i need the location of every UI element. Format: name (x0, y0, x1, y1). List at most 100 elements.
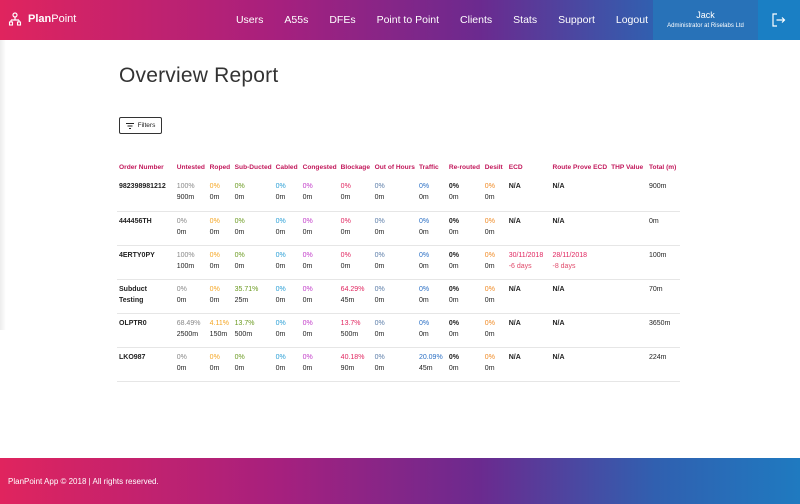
col-subducted[interactable]: Sub-Ducted (234, 164, 272, 171)
brand[interactable]: PlanPoint (8, 12, 76, 26)
total-length: 900m (649, 183, 667, 190)
table-row[interactable]: Subduct Testing 0% 0m 0% 0m 35.71% 25m 0% 0m 0% 0m… (117, 279, 680, 314)
nav-clients[interactable]: Clients (460, 14, 493, 26)
traffic-percent: 0% (418, 183, 430, 190)
cell-congested: 0% 0m (300, 279, 339, 314)
cell-rpecd: N/A (550, 177, 610, 212)
nav-users[interactable]: Users (235, 14, 264, 26)
congested-percent: 0% (302, 183, 313, 190)
congested-length: 0m (302, 262, 313, 270)
nav-dfes[interactable]: DFEs (329, 14, 356, 26)
col-cabled[interactable]: Cabled (275, 164, 298, 171)
table-row[interactable]: 4ERTY0PY 100% 100m 0% 0m 0% 0m 0% 0m 0% 0m 0% 0m 0% 0m… (117, 245, 680, 280)
cell-rpecd: N/A (550, 347, 610, 382)
cell-congested: 0% 0m (300, 211, 339, 246)
cell-rerouted: 0% 0m (446, 177, 483, 212)
cell-order-number[interactable]: LKO987 (117, 347, 175, 382)
nav-stats[interactable]: Stats (513, 14, 538, 26)
col-rerouted[interactable]: Re-routed (448, 164, 480, 171)
cell-ecd: N/A (506, 177, 551, 212)
roped-percent: 0% (209, 285, 220, 293)
table-row[interactable]: 982398981212 100% 900m 0% 0m 0% 0m 0% 0m 0% 0m 0% 0m… (117, 177, 680, 212)
ecd-value: N/A (508, 285, 521, 293)
col-blockage[interactable]: Blockage (340, 164, 370, 171)
cell-roped: 0% 0m (207, 347, 233, 382)
desilt-length: 0m (484, 330, 495, 338)
cell-order-number[interactable]: 982398981212 (117, 177, 175, 212)
cell-untested: 100% 100m (174, 245, 208, 280)
cell-ooh: 0% 0m (372, 313, 417, 348)
cell-order-number[interactable]: 4ERTY0PY (117, 245, 175, 280)
rerouted-percent: 0% (448, 285, 459, 293)
cell-order-number[interactable]: Subduct Testing (117, 279, 175, 314)
brand-name: PlanPoint (28, 13, 77, 25)
untested-percent: 0% (176, 353, 187, 361)
cell-order-number[interactable]: OLPTR0 (117, 313, 175, 348)
cell-untested: 0% 0m (174, 211, 208, 246)
blockage-percent: 0% (340, 217, 351, 225)
ooh-percent: 0% (374, 217, 385, 225)
col-thp-value[interactable]: THP Value (611, 164, 644, 171)
nav-support[interactable]: Support (558, 14, 595, 26)
col-order-number[interactable]: Order Number (119, 164, 164, 171)
untested-percent: 100% (176, 183, 195, 190)
traffic-length: 0m (418, 330, 429, 338)
main-nav: Users A55s DFEs Point to Point Clients S… (215, 0, 648, 40)
cell-ecd: N/A (506, 211, 551, 246)
table-row[interactable]: OLPTR0 68.49% 2500m 4.11% 150m 13.7% 500m 0% 0m 0… (117, 313, 680, 348)
order-number[interactable]: 444456TH (119, 217, 152, 225)
desilt-percent: 0% (484, 251, 495, 259)
desilt-length: 0m (484, 194, 495, 201)
cell-desilt: 0% 0m (482, 279, 507, 314)
nav-point-to-point[interactable]: Point to Point (376, 14, 440, 26)
left-edge-shadow (0, 40, 6, 330)
cell-traffic: 0% 0m (416, 279, 447, 314)
nav-a55s[interactable]: A55s (284, 14, 309, 26)
col-traffic[interactable]: Traffic (418, 164, 439, 171)
col-congested[interactable]: Congested (302, 164, 337, 171)
cell-total: 224m (647, 347, 680, 382)
cell-traffic: 0% 0m (416, 211, 447, 246)
col-desilt[interactable]: Desilt (484, 164, 503, 171)
order-number[interactable]: 982398981212 (119, 183, 166, 190)
traffic-length: 0m (418, 194, 429, 201)
cell-ooh: 0% 0m (372, 177, 417, 212)
cell-subducted: 0% 0m (232, 245, 274, 280)
col-roped[interactable]: Roped (209, 164, 231, 171)
col-total[interactable]: Total (m) (649, 164, 677, 171)
total-length: 70m (649, 285, 663, 293)
blockage-percent: 64.29% (340, 285, 365, 293)
ooh-percent: 0% (374, 285, 385, 293)
logout-button[interactable] (758, 0, 800, 40)
roped-length: 0m (209, 296, 220, 304)
cabled-percent: 0% (275, 353, 286, 361)
nav-logout[interactable]: Logout (615, 14, 648, 26)
order-number[interactable]: Subduct Testing (119, 285, 147, 304)
table-row[interactable]: LKO987 0% 0m 0% 0m 0% 0m 0% 0m 0% 0m 40.18% 90m 0% 0m 2… (117, 347, 680, 382)
user-account[interactable]: Jack Administrator at Riselabs Ltd (653, 0, 758, 40)
subducted-percent: 0% (234, 217, 245, 225)
traffic-length: 0m (418, 296, 429, 304)
roped-percent: 0% (209, 353, 220, 361)
rpecd-value: N/A (552, 285, 565, 293)
desilt-percent: 0% (484, 353, 495, 361)
ooh-percent: 0% (374, 353, 385, 361)
col-route-prove-ecd[interactable]: Route Prove ECD (552, 164, 608, 171)
cell-order-number[interactable]: 444456TH (117, 211, 175, 246)
table-row[interactable]: 444456TH 0% 0m 0% 0m 0% 0m 0% 0m 0% 0m 0% 0m 0% 0m 0% 0m… (117, 211, 680, 246)
roped-length: 0m (209, 194, 220, 201)
order-number[interactable]: OLPTR0 (119, 319, 147, 327)
blockage-length: 0m (340, 194, 351, 201)
untested-percent: 100% (176, 251, 195, 259)
roped-length: 0m (209, 364, 220, 372)
desilt-percent: 0% (484, 285, 495, 293)
col-ecd[interactable]: ECD (508, 164, 523, 171)
order-number[interactable]: 4ERTY0PY (119, 251, 155, 259)
order-number[interactable]: LKO987 (119, 353, 146, 361)
roped-length: 0m (209, 228, 220, 236)
col-out-of-hours[interactable]: Out of Hours (374, 164, 415, 171)
filters-button[interactable]: Filters (119, 117, 162, 134)
traffic-length: 45m (418, 364, 433, 372)
col-untested[interactable]: Untested (176, 164, 205, 171)
subducted-percent: 0% (234, 251, 245, 259)
